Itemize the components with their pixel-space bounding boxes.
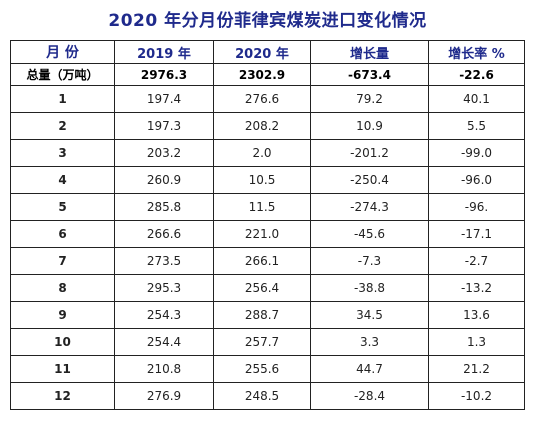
value-2020-cell: 221.0: [213, 220, 311, 248]
rate-cell: -10.2: [428, 382, 525, 410]
rate-cell: -96.0: [428, 166, 525, 194]
rate-cell: -13.2: [428, 274, 525, 302]
table-row: 9 254.3 288.7 34.5 13.6: [10, 301, 525, 329]
change-cell: -38.8: [310, 274, 429, 302]
total-rate: -22.6: [428, 63, 525, 86]
month-cell: 8: [10, 274, 115, 302]
table-row: 11 210.8 255.6 44.7 21.2: [10, 355, 525, 383]
header-row: 月 份 2019 年 2020 年 增长量 增长率 %: [10, 40, 525, 64]
rate-cell: -2.7: [428, 247, 525, 275]
change-cell: -45.6: [310, 220, 429, 248]
value-2020-cell: 257.7: [213, 328, 311, 356]
table-row: 1 197.4 276.6 79.2 40.1: [10, 85, 525, 113]
change-cell: 10.9: [310, 112, 429, 140]
value-2019-cell: 260.9: [114, 166, 214, 194]
table-row: 6 266.6 221.0 -45.6 -17.1: [10, 220, 525, 248]
month-cell: 11: [10, 355, 115, 383]
rate-cell: 40.1: [428, 85, 525, 113]
value-2020-cell: 2.0: [213, 139, 311, 167]
table-row: 2 197.3 208.2 10.9 5.5: [10, 112, 525, 140]
table-row: 3 203.2 2.0 -201.2 -99.0: [10, 139, 525, 167]
total-change: -673.4: [310, 63, 429, 86]
rate-cell: 1.3: [428, 328, 525, 356]
total-label: 总量（万吨）: [10, 63, 115, 86]
table-row: 4 260.9 10.5 -250.4 -96.0: [10, 166, 525, 194]
value-2019-cell: 197.3: [114, 112, 214, 140]
value-2020-cell: 288.7: [213, 301, 311, 329]
value-2020-cell: 11.5: [213, 193, 311, 221]
change-cell: -28.4: [310, 382, 429, 410]
value-2019-cell: 266.6: [114, 220, 214, 248]
month-cell: 1: [10, 85, 115, 113]
value-2019-cell: 210.8: [114, 355, 214, 383]
value-2019-cell: 197.4: [114, 85, 214, 113]
value-2020-cell: 10.5: [213, 166, 311, 194]
total-2019: 2976.3: [114, 63, 214, 86]
month-cell: 4: [10, 166, 115, 194]
change-cell: 34.5: [310, 301, 429, 329]
change-cell: 79.2: [310, 85, 429, 113]
table-row: 5 285.8 11.5 -274.3 -96.: [10, 193, 525, 221]
header-month: 月 份: [10, 40, 115, 64]
value-2020-cell: 248.5: [213, 382, 311, 410]
rate-cell: 13.6: [428, 301, 525, 329]
value-2019-cell: 276.9: [114, 382, 214, 410]
change-cell: 44.7: [310, 355, 429, 383]
change-cell: -274.3: [310, 193, 429, 221]
header-change: 增长量: [310, 40, 429, 64]
month-cell: 12: [10, 382, 115, 410]
header-2019: 2019 年: [114, 40, 214, 64]
value-2019-cell: 285.8: [114, 193, 214, 221]
value-2020-cell: 256.4: [213, 274, 311, 302]
value-2020-cell: 266.1: [213, 247, 311, 275]
table-row: 12 276.9 248.5 -28.4 -10.2: [10, 382, 525, 410]
value-2020-cell: 276.6: [213, 85, 311, 113]
value-2019-cell: 203.2: [114, 139, 214, 167]
value-2020-cell: 208.2: [213, 112, 311, 140]
table-row: 10 254.4 257.7 3.3 1.3: [10, 328, 525, 356]
change-cell: -250.4: [310, 166, 429, 194]
value-2019-cell: 254.3: [114, 301, 214, 329]
month-cell: 2: [10, 112, 115, 140]
table-row: 8 295.3 256.4 -38.8 -13.2: [10, 274, 525, 302]
month-cell: 7: [10, 247, 115, 275]
coal-import-table: 月 份 2019 年 2020 年 增长量 增长率 % 总量（万吨） 2976.…: [10, 40, 525, 410]
month-cell: 9: [10, 301, 115, 329]
rate-cell: 21.2: [428, 355, 525, 383]
total-2020: 2302.9: [213, 63, 311, 86]
total-row: 总量（万吨） 2976.3 2302.9 -673.4 -22.6: [10, 63, 525, 86]
header-2020: 2020 年: [213, 40, 311, 64]
header-rate: 增长率 %: [428, 40, 525, 64]
month-cell: 6: [10, 220, 115, 248]
rate-cell: -96.: [428, 193, 525, 221]
rate-cell: -99.0: [428, 139, 525, 167]
month-cell: 3: [10, 139, 115, 167]
value-2020-cell: 255.6: [213, 355, 311, 383]
table-row: 7 273.5 266.1 -7.3 -2.7: [10, 247, 525, 275]
month-cell: 5: [10, 193, 115, 221]
value-2019-cell: 273.5: [114, 247, 214, 275]
page-title: 2020 年分月份菲律宾煤炭进口变化情况: [108, 11, 427, 31]
change-cell: -7.3: [310, 247, 429, 275]
rate-cell: 5.5: [428, 112, 525, 140]
rate-cell: -17.1: [428, 220, 525, 248]
change-cell: -201.2: [310, 139, 429, 167]
month-cell: 10: [10, 328, 115, 356]
value-2019-cell: 295.3: [114, 274, 214, 302]
value-2019-cell: 254.4: [114, 328, 214, 356]
change-cell: 3.3: [310, 328, 429, 356]
